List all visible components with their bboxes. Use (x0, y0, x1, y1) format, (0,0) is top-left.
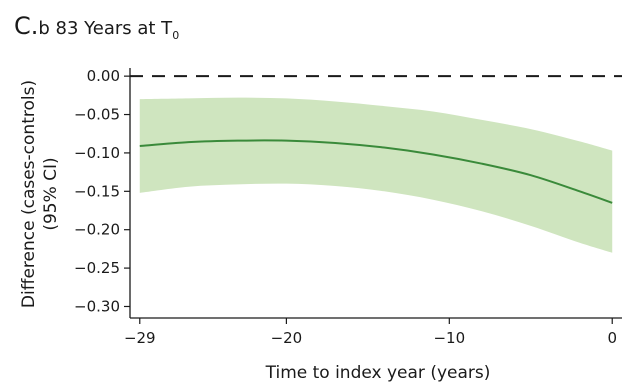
y-tick-label: −0.15 (74, 182, 120, 200)
x-tick-label: −20 (271, 329, 303, 347)
y-tick-label: −0.25 (74, 259, 120, 277)
y-tick-label: −0.30 (74, 297, 120, 315)
plot-area (130, 75, 622, 253)
x-ticks: −29 −20 −10 0 (124, 318, 617, 347)
y-axis-title-line1: Difference (cases-controls) (19, 80, 39, 308)
y-tick-label: 0.00 (87, 67, 120, 85)
x-axis-title: Time to index year (years) (265, 363, 491, 383)
difference-line (139, 139, 613, 204)
y-axis-title: Difference (cases-controls) (95% CI) (19, 80, 61, 308)
chart-title: C.b 83 Years at T0 (14, 12, 179, 42)
y-tick-label: −0.20 (74, 221, 120, 239)
x-tick-label: −29 (124, 329, 156, 347)
panel-prefix: C. (14, 12, 38, 40)
x-tick-label: 0 (607, 329, 617, 347)
axes: 0.00−0.05−0.10−0.15−0.20−0.25−0.30 −29 −2… (74, 67, 622, 347)
title-main: b 83 Years at T (38, 18, 173, 39)
confidence-band (139, 97, 613, 253)
y-ticks: 0.00 −0.05 −0.10 −0.15 −0.20 −0.25 −0.30 (74, 67, 130, 315)
y-tick-label: −0.05 (74, 106, 120, 124)
x-tick-label: −10 (433, 329, 465, 347)
y-axis-title-line2: (95% CI) (41, 157, 61, 230)
title-subscript: 0 (172, 29, 179, 42)
y-tick-label: −0.10 (74, 144, 120, 162)
